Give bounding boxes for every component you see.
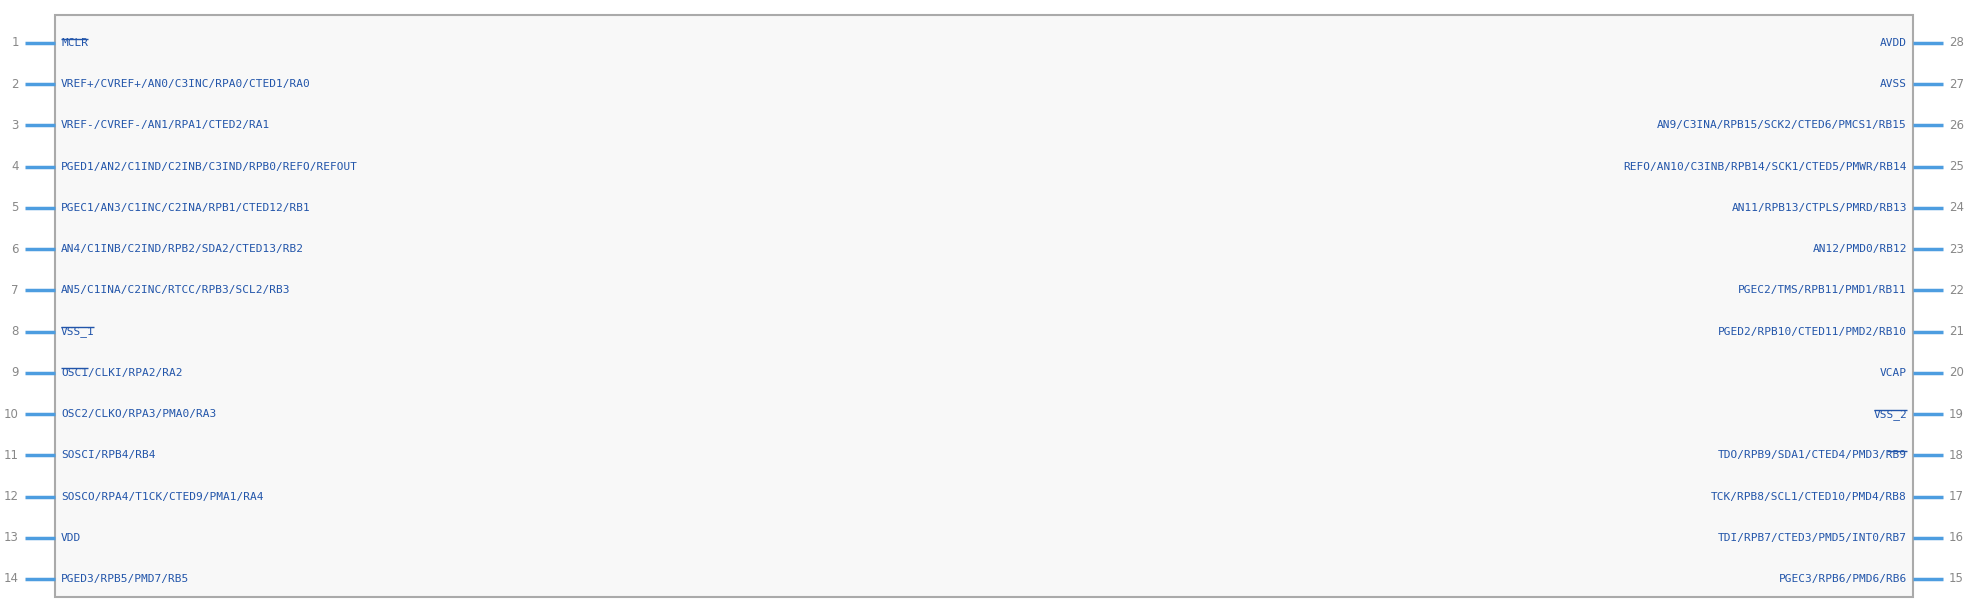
Text: 20: 20 (1948, 367, 1964, 379)
Text: 7: 7 (12, 284, 20, 297)
Text: AVSS: AVSS (1879, 79, 1907, 89)
Text: 26: 26 (1948, 119, 1964, 132)
Text: VSS_2: VSS_2 (1874, 409, 1907, 420)
Text: AVDD: AVDD (1879, 38, 1907, 48)
Text: 19: 19 (1948, 408, 1964, 420)
Text: VCAP: VCAP (1879, 368, 1907, 378)
Text: TDI/RPB7/CTED3/PMD5/INT0/RB7: TDI/RPB7/CTED3/PMD5/INT0/RB7 (1718, 533, 1907, 543)
Text: 11: 11 (4, 449, 20, 462)
Text: 16: 16 (1948, 531, 1964, 544)
Text: 25: 25 (1948, 160, 1964, 173)
Text: 17: 17 (1948, 490, 1964, 503)
Text: OSC1/CLKI/RPA2/RA2: OSC1/CLKI/RPA2/RA2 (61, 368, 183, 378)
Text: AN4/C1INB/C2IND/RPB2/SDA2/CTED13/RB2: AN4/C1INB/C2IND/RPB2/SDA2/CTED13/RB2 (61, 244, 303, 254)
Text: 5: 5 (12, 201, 20, 214)
Text: 1: 1 (12, 37, 20, 50)
Text: PGED3/RPB5/PMD7/RB5: PGED3/RPB5/PMD7/RB5 (61, 574, 189, 584)
Text: PGEC1/AN3/C1INC/C2INA/RPB1/CTED12/RB1: PGEC1/AN3/C1INC/C2INA/RPB1/CTED12/RB1 (61, 203, 311, 213)
Text: PGEC2/TMS/RPB11/PMD1/RB11: PGEC2/TMS/RPB11/PMD1/RB11 (1738, 285, 1907, 296)
Text: AN5/C1INA/C2INC/RTCC/RPB3/SCL2/RB3: AN5/C1INA/C2INC/RTCC/RPB3/SCL2/RB3 (61, 285, 291, 296)
Text: TCK/RPB8/SCL1/CTED10/PMD4/RB8: TCK/RPB8/SCL1/CTED10/PMD4/RB8 (1712, 491, 1907, 502)
Text: 10: 10 (4, 408, 20, 420)
Text: 12: 12 (4, 490, 20, 503)
Text: 18: 18 (1948, 449, 1964, 462)
Text: AN11/RPB13/CTPLS/PMRD/RB13: AN11/RPB13/CTPLS/PMRD/RB13 (1732, 203, 1907, 213)
Text: PGEC3/RPB6/PMD6/RB6: PGEC3/RPB6/PMD6/RB6 (1779, 574, 1907, 584)
Text: 28: 28 (1948, 37, 1964, 50)
Text: 21: 21 (1948, 325, 1964, 338)
Text: 2: 2 (12, 78, 20, 91)
Text: 4: 4 (12, 160, 20, 173)
Text: PGED1/AN2/C1IND/C2INB/C3IND/RPB0/REFO/REFOUT: PGED1/AN2/C1IND/C2INB/C3IND/RPB0/REFO/RE… (61, 162, 358, 172)
Text: 13: 13 (4, 531, 20, 544)
Text: SOSCO/RPA4/T1CK/CTED9/PMA1/RA4: SOSCO/RPA4/T1CK/CTED9/PMA1/RA4 (61, 491, 264, 502)
Text: 23: 23 (1948, 242, 1964, 256)
Text: 6: 6 (12, 242, 20, 256)
Text: AN12/PMD0/RB12: AN12/PMD0/RB12 (1813, 244, 1907, 254)
Text: 3: 3 (12, 119, 20, 132)
Text: VREF-/CVREF-/AN1/RPA1/CTED2/RA1: VREF-/CVREF-/AN1/RPA1/CTED2/RA1 (61, 121, 270, 130)
Text: REFO/AN10/C3INB/RPB14/SCK1/CTED5/PMWR/RB14: REFO/AN10/C3INB/RPB14/SCK1/CTED5/PMWR/RB… (1624, 162, 1907, 172)
Text: 24: 24 (1948, 201, 1964, 214)
Text: TDO/RPB9/SDA1/CTED4/PMD3/RB9: TDO/RPB9/SDA1/CTED4/PMD3/RB9 (1718, 450, 1907, 460)
Text: MCLR: MCLR (61, 38, 89, 48)
Text: VREF+/CVREF+/AN0/C3INC/RPA0/CTED1/RA0: VREF+/CVREF+/AN0/C3INC/RPA0/CTED1/RA0 (61, 79, 311, 89)
Text: OSC2/CLKO/RPA3/PMA0/RA3: OSC2/CLKO/RPA3/PMA0/RA3 (61, 409, 216, 419)
Text: VSS_1: VSS_1 (61, 326, 94, 337)
Text: SOSCI/RPB4/RB4: SOSCI/RPB4/RB4 (61, 450, 155, 460)
Text: PGED2/RPB10/CTED11/PMD2/RB10: PGED2/RPB10/CTED11/PMD2/RB10 (1718, 327, 1907, 337)
Text: AN9/C3INA/RPB15/SCK2/CTED6/PMCS1/RB15: AN9/C3INA/RPB15/SCK2/CTED6/PMCS1/RB15 (1657, 121, 1907, 130)
Text: 15: 15 (1948, 572, 1964, 586)
Text: 14: 14 (4, 572, 20, 586)
Text: 27: 27 (1948, 78, 1964, 91)
Text: VDD: VDD (61, 533, 81, 543)
Text: 22: 22 (1948, 284, 1964, 297)
Text: 9: 9 (12, 367, 20, 379)
Text: 8: 8 (12, 325, 20, 338)
